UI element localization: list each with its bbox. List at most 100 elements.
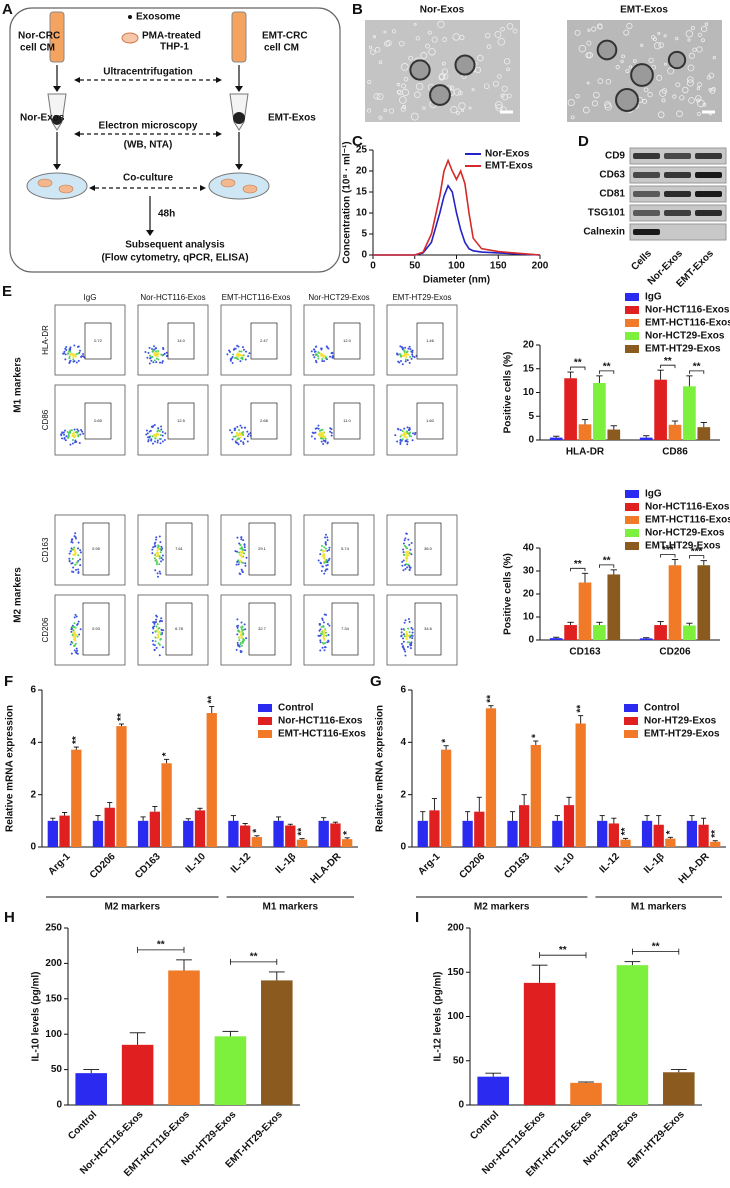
- flow-dot: [322, 431, 325, 434]
- significance-bracket: [599, 564, 615, 568]
- particle: [441, 68, 449, 75]
- flow-dot: [157, 358, 160, 361]
- source-label: cell CM: [20, 43, 55, 54]
- bar: [549, 437, 563, 440]
- flow-dot: [400, 642, 403, 645]
- particle: [701, 38, 705, 43]
- particle: [468, 106, 472, 110]
- bar: [564, 625, 577, 640]
- flow-dot: [153, 648, 156, 651]
- particle: [373, 93, 380, 100]
- flow-dot: [247, 433, 250, 436]
- flow-dot: [405, 355, 408, 358]
- y-tick-label: 0: [528, 435, 534, 446]
- flow-dot: [148, 346, 151, 349]
- particle: [578, 44, 587, 53]
- particle: [497, 74, 502, 79]
- flow-dot: [321, 641, 324, 644]
- flow-dot: [409, 548, 412, 551]
- particle: [687, 64, 695, 72]
- flow-dot: [310, 350, 313, 353]
- flow-dot: [320, 632, 323, 635]
- flow-dot: [244, 358, 247, 361]
- flow-dot: [77, 352, 80, 355]
- flow-dot: [234, 435, 237, 438]
- particle: [653, 42, 662, 50]
- flow-dot: [402, 569, 405, 572]
- group-label: M1 markers: [262, 902, 318, 913]
- flow-dot: [317, 424, 320, 427]
- flow-dot: [72, 436, 75, 439]
- bar: [137, 820, 149, 847]
- particle: [626, 22, 633, 30]
- flow-dot: [71, 438, 74, 441]
- bar: [318, 820, 329, 847]
- particle: [640, 43, 644, 47]
- particle: [575, 94, 580, 99]
- blot-band: [633, 153, 660, 159]
- flow-dot: [328, 546, 331, 549]
- flow-dot: [158, 555, 161, 558]
- chart: G 0 2 4 6 Relative mRNA expression Control Nor-…: [370, 673, 726, 913]
- flow-dot: [410, 641, 413, 644]
- particle: [623, 29, 630, 36]
- flow-dot: [319, 561, 322, 564]
- tube: [231, 11, 247, 63]
- flow-dot: [236, 344, 239, 347]
- flow-dot: [238, 551, 241, 554]
- legend-label: EMT-HT29-Exos: [645, 344, 721, 355]
- particle: [648, 57, 654, 64]
- flow-dot: [324, 543, 327, 546]
- particle: [585, 52, 592, 59]
- y-tick-label: 0: [528, 635, 534, 646]
- flow-dot: [241, 547, 244, 550]
- y-tick-label: 0: [56, 1100, 62, 1111]
- flow-dot: [323, 360, 326, 363]
- flow-dot: [321, 565, 324, 568]
- flow-dot: [320, 437, 323, 440]
- flow-dot: [160, 557, 163, 560]
- particle: [697, 82, 702, 87]
- flow-dot: [395, 352, 398, 355]
- flow-dot: [77, 620, 80, 623]
- flow-dot: [238, 354, 241, 357]
- blot-band: [695, 191, 722, 197]
- particle: [696, 86, 701, 91]
- flow-dot: [245, 350, 248, 353]
- flow-dot: [245, 637, 248, 640]
- flow-dot: [234, 550, 237, 553]
- flow-gate: [84, 322, 112, 360]
- flow-dot: [314, 427, 317, 430]
- flow-dot: [161, 440, 164, 443]
- flow-dot: [74, 563, 77, 566]
- particle: [700, 25, 708, 33]
- panel-letter: B: [352, 1, 363, 18]
- flow-dot: [68, 354, 71, 357]
- flow-dot: [152, 345, 155, 348]
- flow-dot: [326, 539, 329, 542]
- flow-dot: [69, 359, 72, 362]
- particle: [391, 29, 397, 34]
- flow-dot: [408, 432, 411, 435]
- significance: **: [116, 713, 127, 721]
- flow-dot: [240, 644, 243, 647]
- legend-label: EMT-HT29-Exos: [645, 541, 721, 552]
- bar: [507, 820, 518, 847]
- flow-dot: [160, 560, 163, 563]
- legend-swatch: [625, 503, 639, 511]
- flow-dot: [75, 633, 78, 636]
- schematic-frame: [9, 7, 341, 273]
- pma-label: THP-1: [160, 42, 189, 53]
- flow-dot: [399, 345, 402, 348]
- blot-band: [664, 172, 691, 178]
- particle: [500, 26, 505, 32]
- flow-plot: [303, 384, 375, 456]
- blot-band: [695, 153, 722, 159]
- flow-dot: [66, 431, 69, 434]
- flow-dot: [402, 637, 405, 640]
- x-tick-label: IL-10: [184, 851, 209, 876]
- bar: [597, 820, 608, 847]
- legend-label: Nor-HCT29-Exos: [645, 331, 725, 342]
- flow-dot: [163, 438, 166, 441]
